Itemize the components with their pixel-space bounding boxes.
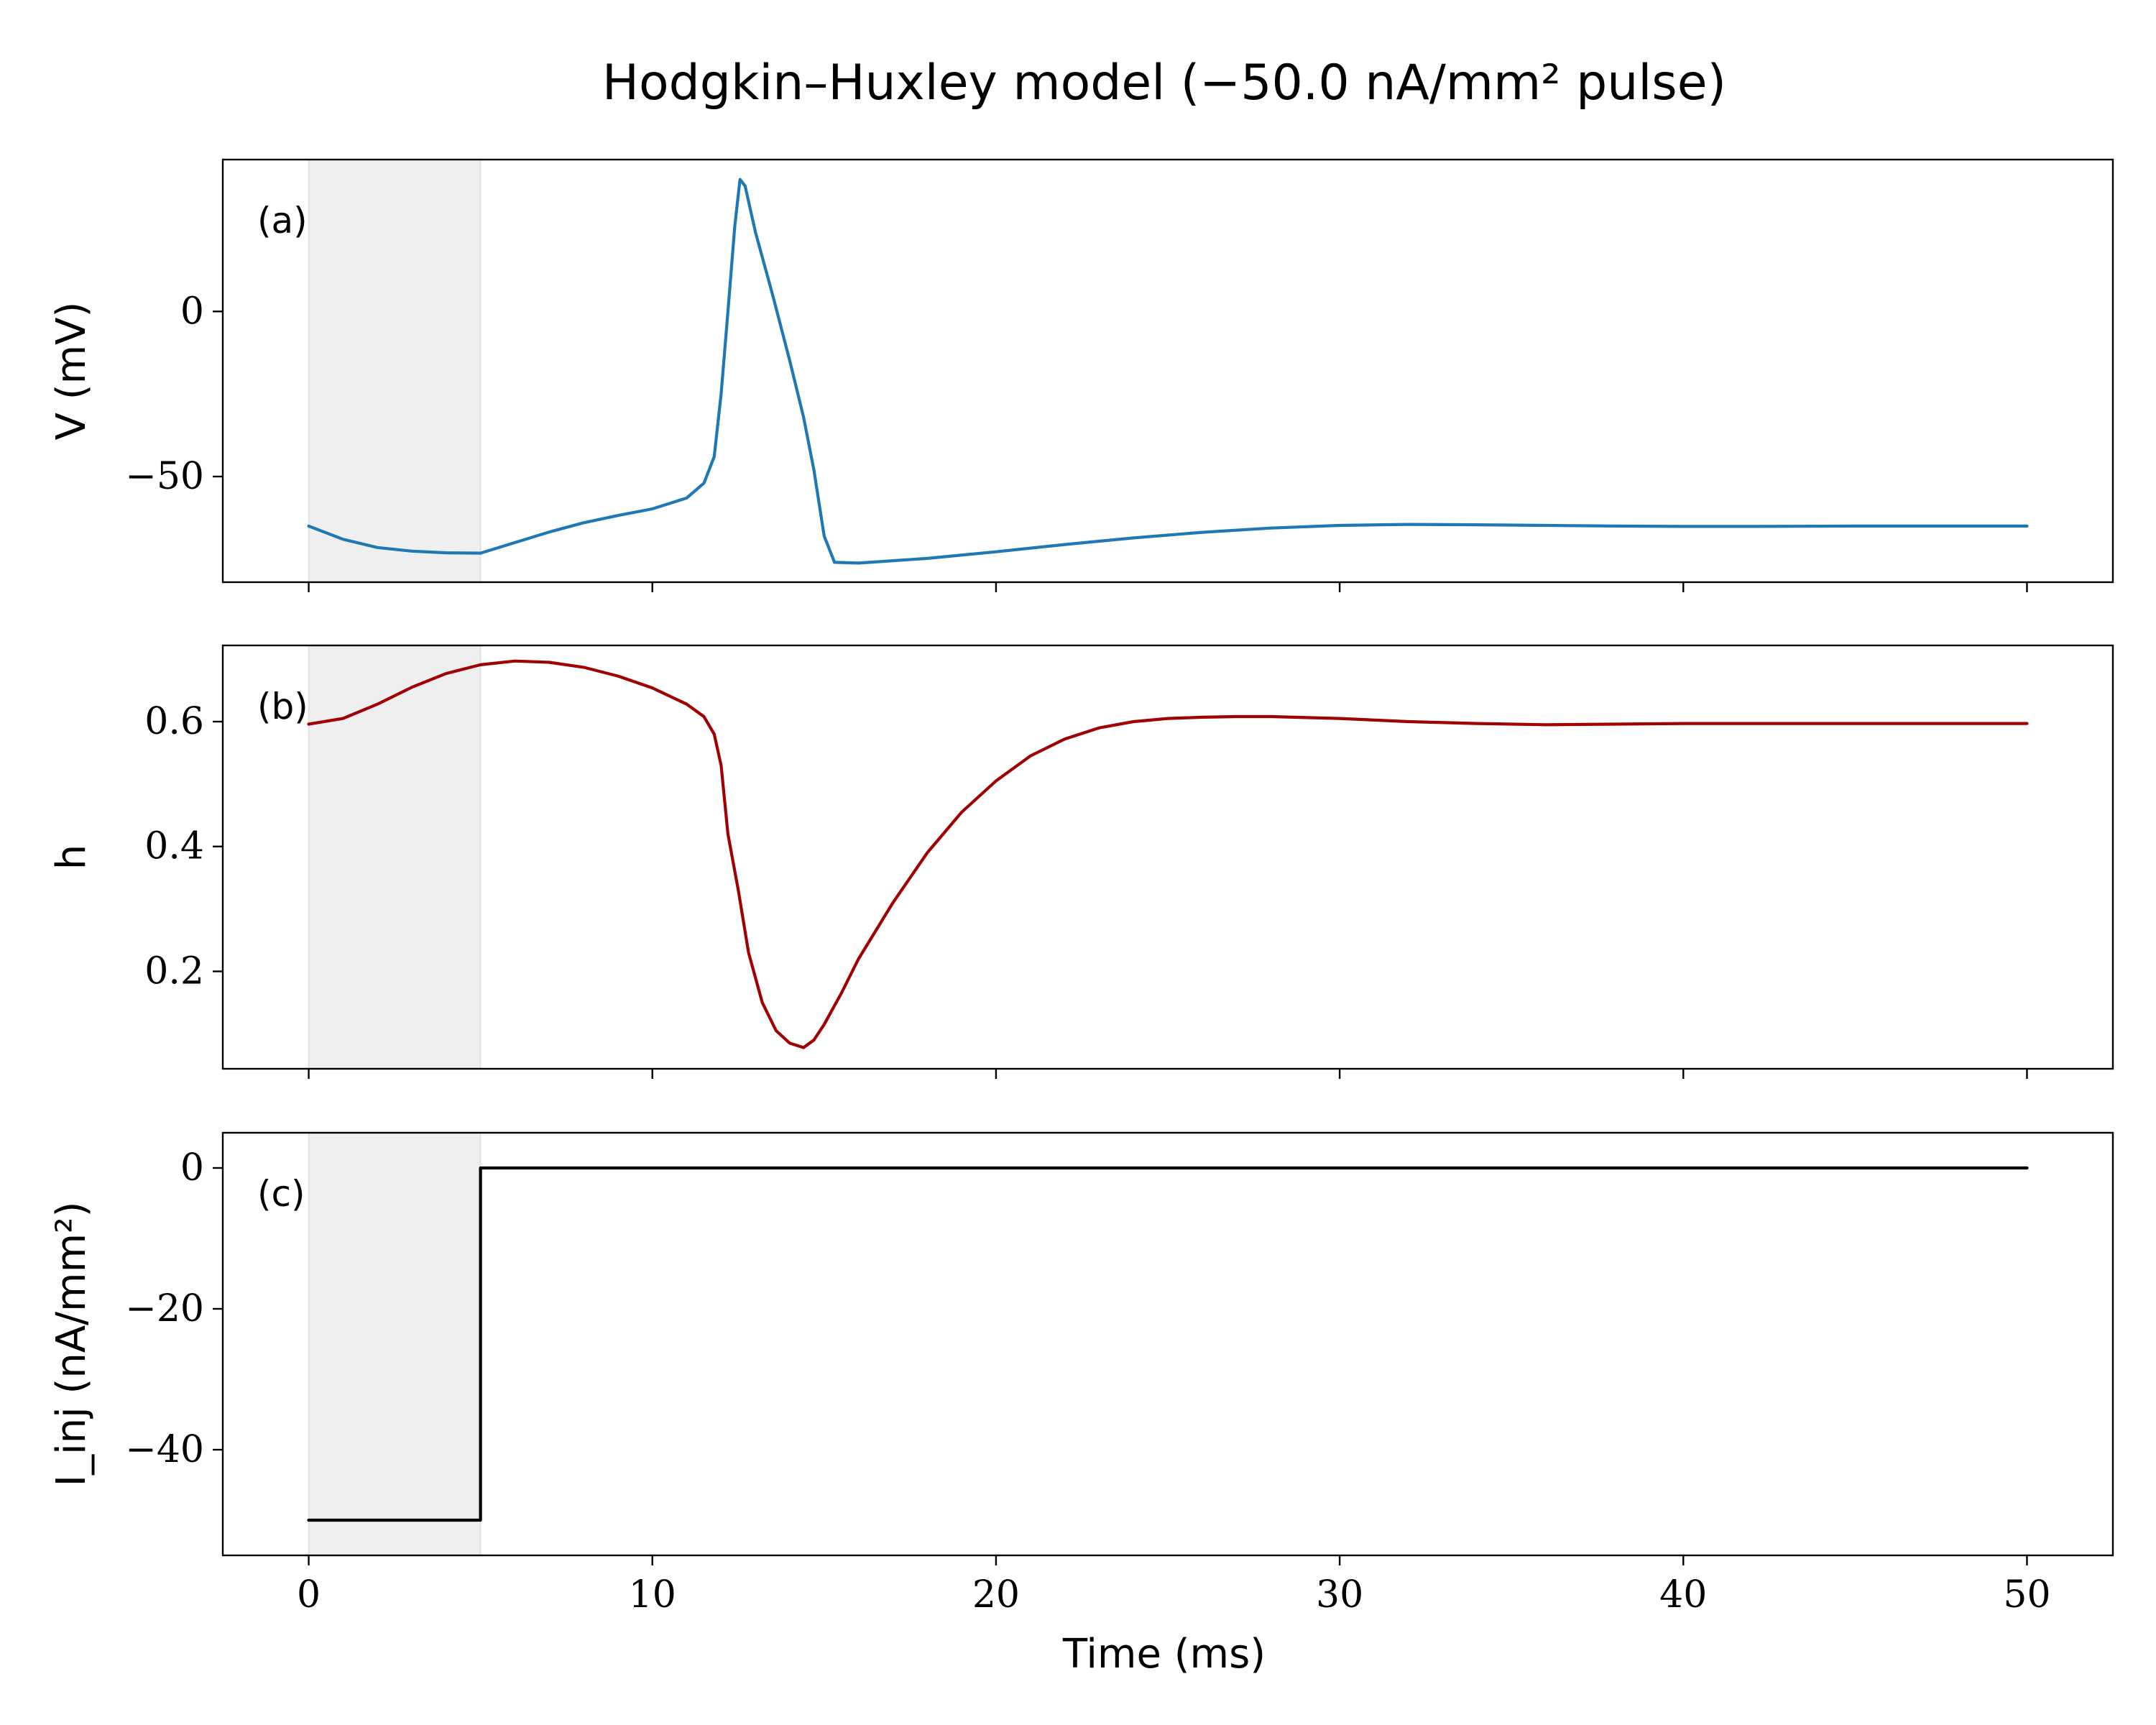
series-line-c — [307, 1166, 2029, 1522]
axes-frame-a — [221, 158, 2114, 584]
y-tick-label: 0.6 — [144, 700, 204, 743]
x-tick-label: 10 — [629, 1573, 676, 1616]
y-tick-label: 0 — [180, 290, 204, 333]
y-tick-label: −20 — [125, 1287, 204, 1330]
x-tick-label: 50 — [2003, 1573, 2050, 1616]
series-line-a — [307, 178, 2029, 565]
panel-label-b: (b) — [257, 686, 308, 727]
series-line-b — [307, 659, 2029, 1049]
panel-a-voltage: 0 −50 V (mV) (a) — [48, 158, 2114, 592]
y-tick-label: −40 — [125, 1428, 204, 1471]
x-axis-label: Time (ms) — [1062, 1631, 1266, 1678]
y-tick-label: −50 — [125, 455, 204, 498]
figure-title: Hodgkin–Huxley model (−50.0 nA/mm² pulse… — [602, 55, 1726, 111]
panel-b-h-gate: 0.6 0.4 0.2 h (b) — [48, 644, 2114, 1079]
y-tick-label: 0 — [180, 1146, 204, 1190]
x-tick-label: 0 — [297, 1573, 321, 1616]
pulse-shaded-region — [308, 1132, 482, 1556]
x-tick-label: 40 — [1659, 1573, 1707, 1616]
pulse-shaded-region — [308, 645, 482, 1070]
y-axis-label-a: V (mV) — [48, 302, 95, 441]
y-tick-label: 0.4 — [144, 825, 204, 868]
y-axis-label-b: h — [48, 845, 95, 870]
x-tick-label: 20 — [972, 1573, 1020, 1616]
panel-c-injected-current: 0 10 20 30 40 50 0 −20 −40 I_inj (nA/mm²) (c) — [48, 1131, 2114, 1616]
panel-label-a: (a) — [257, 200, 308, 242]
axes-frame-c — [221, 1131, 2114, 1557]
pulse-shaded-region — [308, 159, 482, 583]
axes-frame-b — [221, 644, 2114, 1070]
y-axis-label-c: I_inj (nA/mm²) — [48, 1202, 95, 1487]
x-tick-label: 30 — [1316, 1573, 1363, 1616]
panel-label-c: (c) — [257, 1173, 305, 1215]
y-tick-label: 0.2 — [144, 949, 204, 993]
